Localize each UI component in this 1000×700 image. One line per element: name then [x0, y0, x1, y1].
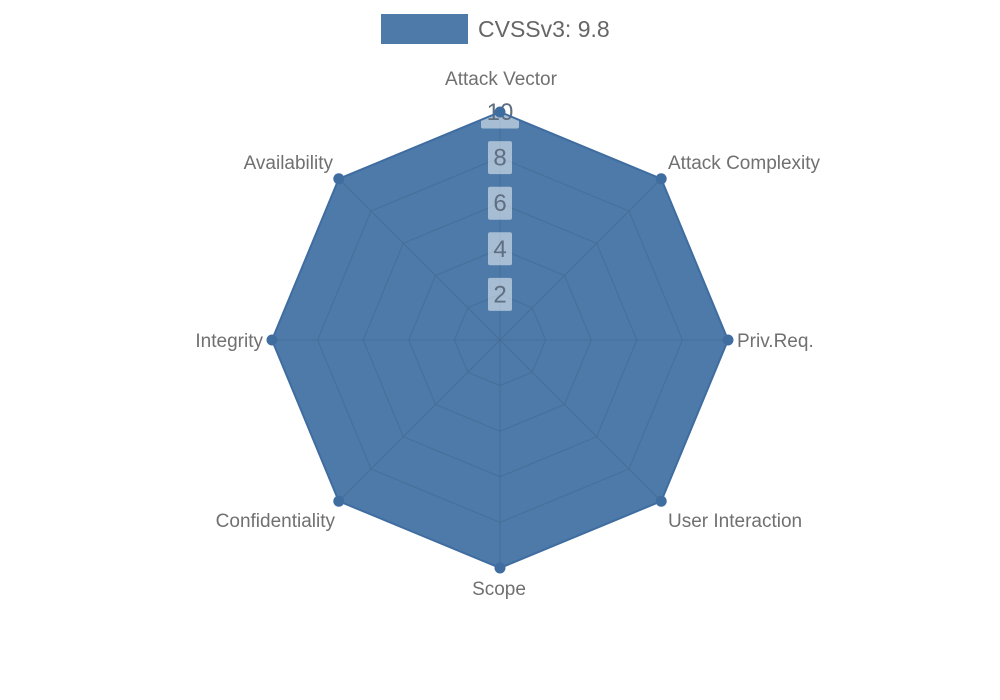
series-point[interactable]: [333, 173, 345, 185]
axis-label-availability: Availability: [244, 153, 334, 174]
series-point[interactable]: [722, 334, 734, 346]
series-point[interactable]: [655, 173, 667, 185]
series-point[interactable]: [266, 334, 278, 346]
tick-box: [488, 141, 512, 175]
chart-legend[interactable]: CVSSv3: 9.8: [381, 14, 610, 44]
tick-label: 8: [493, 145, 506, 172]
series-point[interactable]: [655, 495, 667, 507]
legend-label: CVSSv3: 9.8: [478, 16, 610, 42]
tick-box: [488, 186, 512, 220]
series-point[interactable]: [494, 106, 506, 118]
tick-label: 6: [493, 190, 506, 217]
axis-line: [338, 178, 501, 341]
axis-label-priv-req: Priv.Req.: [737, 331, 814, 352]
axis-label-user-interaction: User Interaction: [668, 511, 802, 532]
tick-label: 4: [493, 236, 506, 263]
series-point[interactable]: [333, 495, 345, 507]
axis-line: [338, 339, 501, 502]
axis-label-attack-complexity: Attack Complexity: [668, 153, 821, 174]
legend-swatch-icon: [381, 14, 468, 44]
tick-box: [488, 277, 512, 311]
tick-box: [488, 232, 512, 266]
axis-line: [499, 339, 662, 502]
tick-label: 2: [493, 281, 506, 308]
axis-label-confidentiality: Confidentiality: [216, 511, 336, 532]
axis-label-integrity: Integrity: [195, 331, 263, 352]
series-point[interactable]: [494, 562, 506, 574]
axis-line: [499, 178, 662, 341]
axis-label-attack-vector: Attack Vector: [445, 69, 558, 90]
axis-label-scope: Scope: [472, 579, 526, 600]
